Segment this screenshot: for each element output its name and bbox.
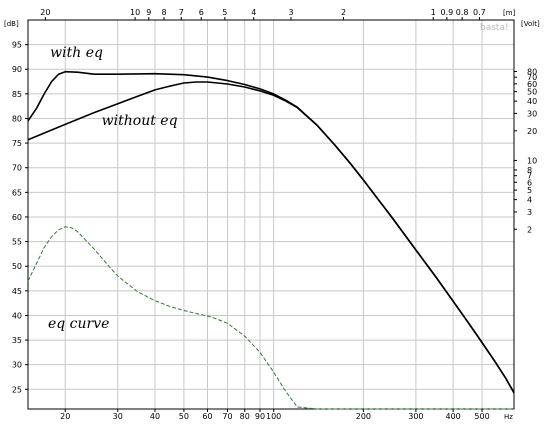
series-line-eq-curve [27, 226, 514, 410]
y-tick-label: 80 [12, 114, 22, 123]
watermark: basta! [480, 23, 509, 33]
right-tick-label: 20 [527, 127, 537, 136]
right-tick-label: 7 [527, 172, 532, 181]
top-distance-axis-ticks: 20 10 9 8 7 6 5 4 3 2 1 0.9 0.8 0.7 [40, 8, 486, 20]
right-tick-label: 3 [527, 208, 532, 217]
annotation-eq-curve: eq curve [48, 316, 109, 332]
y-tick-label: 65 [12, 188, 22, 197]
top-tick-label: 7 [179, 8, 184, 17]
y-axis-db-ticks: 25 30 35 40 45 50 55 60 65 70 75 80 85 90 95 [12, 41, 28, 394]
top-tick-label: 6 [199, 8, 204, 17]
y-tick-label: 45 [12, 287, 22, 296]
y-tick-label: 70 [12, 164, 22, 173]
grid [28, 20, 514, 409]
right-tick-label: 5 [527, 186, 532, 195]
x-tick-label: 30 [113, 412, 123, 421]
x-axis-ticks: 20 30 40 50 60 70 80 90 100 200 300 400 500 [60, 409, 490, 421]
right-tick-label: 8 [527, 166, 532, 175]
x-bottom-unit-label: Hz [504, 413, 513, 421]
y-right-unit-label: [Volt] [521, 20, 540, 28]
series-annotations: with eq without eq eq curve [48, 45, 178, 332]
top-tick-label: 10 [130, 8, 140, 17]
annotation-with-eq: with eq [50, 45, 103, 61]
x-tick-label: 60 [202, 412, 212, 421]
x-tick-label: 300 [408, 412, 423, 421]
top-tick-label: 2 [341, 8, 346, 17]
top-tick-label: 0.7 [473, 8, 486, 17]
x-tick-label: 100 [266, 412, 281, 421]
y-tick-label: 95 [12, 41, 22, 50]
right-tick-label: 4 [527, 196, 532, 205]
right-tick-label: 80 [527, 67, 537, 76]
top-tick-label: 3 [288, 8, 293, 17]
x-tick-label: 40 [150, 412, 160, 421]
right-tick-label: 70 [527, 73, 537, 82]
top-tick-label: 20 [40, 8, 50, 17]
y-tick-label: 35 [12, 336, 22, 345]
y-tick-label: 50 [12, 262, 22, 271]
y-tick-label: 90 [12, 65, 22, 74]
series-line-without-eq [27, 81, 515, 394]
x-tick-label: 70 [222, 412, 232, 421]
y-tick-label: 60 [12, 213, 22, 222]
top-tick-label: 0.8 [456, 8, 469, 17]
top-tick-label: 1 [431, 8, 436, 17]
right-tick-label: 30 [527, 109, 537, 118]
y-tick-label: 30 [12, 361, 22, 370]
right-tick-label: 10 [527, 156, 537, 165]
top-tick-label: 5 [222, 8, 227, 17]
right-tick-label: 6 [527, 178, 532, 187]
x-tick-label: 20 [60, 412, 70, 421]
x-tick-label: 80 [240, 412, 250, 421]
right-tick-label: 60 [527, 80, 537, 89]
x-top-unit-label: [m] [503, 9, 516, 17]
right-tick-label: 40 [527, 97, 537, 106]
x-tick-label: 400 [446, 412, 461, 421]
top-tick-label: 4 [251, 8, 256, 17]
annotation-without-eq: without eq [102, 113, 178, 129]
top-tick-label: 8 [161, 8, 166, 17]
x-tick-label: 50 [179, 412, 189, 421]
y-tick-label: 85 [12, 90, 22, 99]
x-tick-label: 90 [255, 412, 265, 421]
top-tick-label: 0.9 [441, 8, 454, 17]
right-tick-label: 2 [527, 225, 532, 234]
y-tick-label: 40 [12, 311, 22, 320]
series-lines [27, 70, 515, 410]
x-tick-label: 500 [474, 412, 489, 421]
top-tick-label: 9 [146, 8, 151, 17]
right-tick-label: 50 [527, 88, 537, 97]
y-tick-label: 25 [12, 385, 22, 394]
plot-area-border [27, 19, 515, 410]
y-tick-label: 55 [12, 238, 22, 247]
y-left-unit-label: [dB] [4, 20, 19, 28]
y-tick-label: 75 [12, 139, 22, 148]
x-tick-label: 200 [356, 412, 371, 421]
